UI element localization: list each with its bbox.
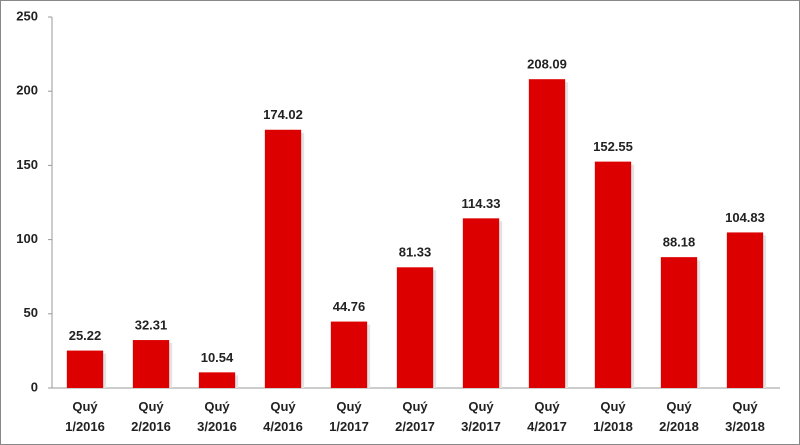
bar bbox=[660, 257, 698, 388]
value-label: 114.33 bbox=[461, 196, 500, 211]
bar bbox=[462, 218, 500, 388]
value-label: 104.83 bbox=[725, 210, 765, 225]
bar bbox=[528, 79, 566, 388]
y-tick-label: 0 bbox=[31, 379, 38, 394]
bar bbox=[66, 350, 104, 388]
x-tick-label: Quý 2/2017 bbox=[395, 399, 435, 434]
value-label: 44.76 bbox=[333, 299, 366, 314]
x-tick-label: Quý 1/2017 bbox=[329, 399, 369, 434]
value-label: 32.31 bbox=[135, 317, 168, 332]
value-label: 174.02 bbox=[263, 107, 303, 122]
bar bbox=[594, 161, 632, 388]
value-label: 25.22 bbox=[69, 328, 102, 343]
bar bbox=[132, 340, 170, 388]
x-tick-label: Quý 4/2016 bbox=[263, 399, 303, 434]
y-tick-label: 200 bbox=[16, 83, 38, 98]
x-tick-label: Quý 3/2017 bbox=[461, 399, 501, 434]
x-tick-label: Quý 1/2016 bbox=[65, 399, 105, 434]
x-tick-label: Quý 2/2016 bbox=[131, 399, 171, 434]
bar bbox=[330, 321, 368, 388]
value-label: 81.33 bbox=[399, 245, 432, 260]
y-tick-label: 50 bbox=[24, 305, 38, 320]
y-tick-label: 250 bbox=[16, 8, 38, 23]
bar bbox=[726, 232, 764, 388]
value-label: 208.09 bbox=[527, 57, 567, 72]
bar bbox=[396, 267, 434, 388]
x-tick-label: Quý 3/2016 bbox=[197, 399, 237, 434]
value-label: 10.54 bbox=[201, 350, 234, 365]
bar bbox=[264, 129, 302, 388]
bar bbox=[198, 372, 236, 388]
x-tick-label: Quý 3/2018 bbox=[725, 399, 765, 434]
x-tick-label: Quý 1/2018 bbox=[593, 399, 633, 434]
x-tick-label: Quý 4/2017 bbox=[527, 399, 567, 434]
x-tick-label: Quý 2/2018 bbox=[659, 399, 699, 434]
value-label: 152.55 bbox=[593, 139, 633, 154]
y-tick-label: 150 bbox=[16, 157, 38, 172]
y-tick-label: 100 bbox=[16, 231, 38, 246]
value-label: 88.18 bbox=[663, 235, 696, 250]
